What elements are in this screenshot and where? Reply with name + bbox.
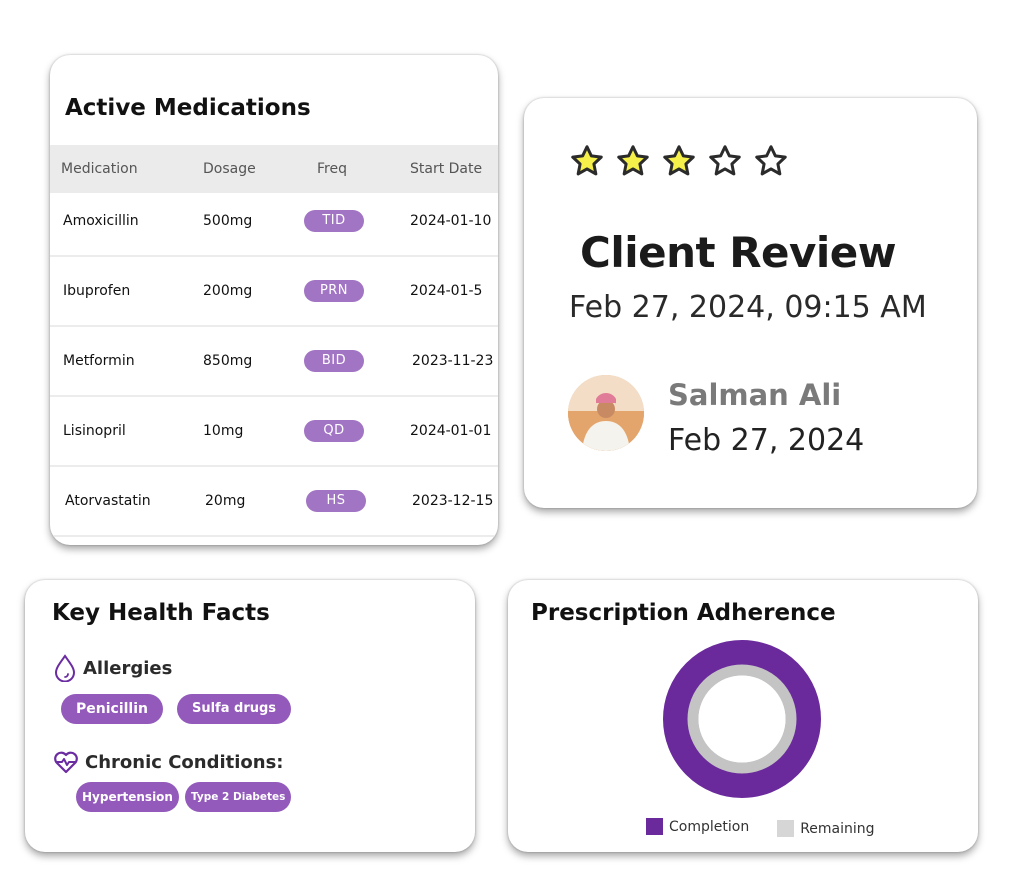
medication-dosage: 850mg: [203, 353, 253, 369]
column-header-start-date[interactable]: Start Date: [410, 161, 483, 177]
star-filled-icon[interactable]: [569, 143, 605, 179]
allergy-chips: Penicillin Sulfa drugs: [61, 694, 292, 724]
user-photo-icon: [568, 375, 644, 451]
frequency-badge: QD: [304, 420, 364, 442]
heart-pulse-icon: [54, 751, 78, 774]
reviewer-name[interactable]: Salman Ali: [668, 378, 842, 412]
table-row[interactable]: Atorvastatin 20mg HS 2023-12-15: [50, 467, 498, 537]
column-header-medication[interactable]: Medication: [61, 161, 138, 177]
table-row[interactable]: Lisinopril 10mg QD 2024-01-01: [50, 397, 498, 467]
card-title: Prescription Adherence: [531, 600, 836, 626]
frequency-badge: HS: [306, 490, 366, 512]
star-empty-icon[interactable]: [707, 143, 743, 179]
star-filled-icon[interactable]: [615, 143, 651, 179]
reviewer-date: Feb 27, 2024: [668, 423, 865, 458]
table-header: Medication Dosage Freq Start Date: [50, 145, 498, 193]
legend-item-remaining[interactable]: Remaining: [777, 820, 875, 837]
adherence-donut-chart[interactable]: [663, 640, 821, 798]
star-rating[interactable]: [569, 143, 789, 179]
medication-start-date: 2023-12-15: [412, 493, 494, 509]
condition-chip[interactable]: Type 2 Diabetes: [184, 782, 292, 812]
prescription-adherence-card: Prescription Adherence Completion Remain…: [508, 580, 978, 852]
legend-swatch-completion: [646, 818, 663, 835]
chronic-conditions-section: Chronic Conditions:: [53, 750, 284, 774]
table-row[interactable]: Ibuprofen 200mg PRN 2024-01-5: [50, 257, 498, 327]
medication-name: Amoxicillin: [63, 213, 139, 229]
client-review-card: Client Review Feb 27, 2024, 09:15 AM Sal…: [524, 98, 977, 508]
medication-name: Ibuprofen: [63, 283, 131, 299]
medication-name: Lisinopril: [63, 423, 126, 439]
frequency-badge: PRN: [304, 280, 364, 302]
chart-legend: Completion Remaining: [646, 816, 875, 837]
frequency-badge: TID: [304, 210, 364, 232]
allergy-chip[interactable]: Sulfa drugs: [176, 694, 292, 724]
legend-label: Remaining: [800, 820, 875, 837]
frequency-badge: BID: [304, 350, 364, 372]
medication-start-date: 2024-01-10: [410, 213, 492, 229]
allergies-section: Allergies: [53, 654, 172, 682]
card-title: Key Health Facts: [52, 600, 270, 626]
drop-icon: [54, 654, 76, 682]
legend-item-completion[interactable]: Completion: [646, 818, 749, 835]
column-header-dosage[interactable]: Dosage: [203, 161, 256, 177]
allergies-label: Allergies: [83, 657, 173, 679]
medication-start-date: 2024-01-01: [410, 423, 492, 439]
column-header-freq[interactable]: Freq: [317, 161, 347, 177]
medication-name: Metformin: [63, 353, 135, 369]
review-datetime: Feb 27, 2024, 09:15 AM: [569, 290, 927, 325]
legend-label: Completion: [669, 818, 750, 835]
medication-start-date: 2023-11-23: [412, 353, 494, 369]
table-row[interactable]: Amoxicillin 500mg TID 2024-01-10: [50, 187, 498, 257]
table-row[interactable]: Metformin 850mg BID 2023-11-23: [50, 327, 498, 397]
star-empty-icon[interactable]: [753, 143, 789, 179]
medication-dosage: 200mg: [203, 283, 253, 299]
medication-dosage: 10mg: [203, 423, 244, 439]
key-health-facts-card: Key Health Facts Allergies Penicillin Su…: [25, 580, 475, 852]
avatar: [568, 375, 644, 451]
medication-dosage: 20mg: [205, 493, 246, 509]
condition-chip[interactable]: Hypertension: [76, 782, 179, 812]
star-filled-icon[interactable]: [661, 143, 697, 179]
allergy-chip[interactable]: Penicillin: [61, 694, 163, 724]
medication-name: Atorvastatin: [65, 493, 151, 509]
medication-dosage: 500mg: [203, 213, 253, 229]
card-title: Active Medications: [65, 95, 311, 121]
condition-chips: Hypertension Type 2 Diabetes: [76, 782, 292, 812]
legend-swatch-remaining: [777, 820, 795, 837]
medication-start-date: 2024-01-5: [410, 283, 483, 299]
review-title: Client Review: [580, 228, 897, 277]
active-medications-card: Active Medications Medication Dosage Fre…: [50, 55, 498, 545]
chronic-conditions-label: Chronic Conditions:: [85, 751, 284, 773]
